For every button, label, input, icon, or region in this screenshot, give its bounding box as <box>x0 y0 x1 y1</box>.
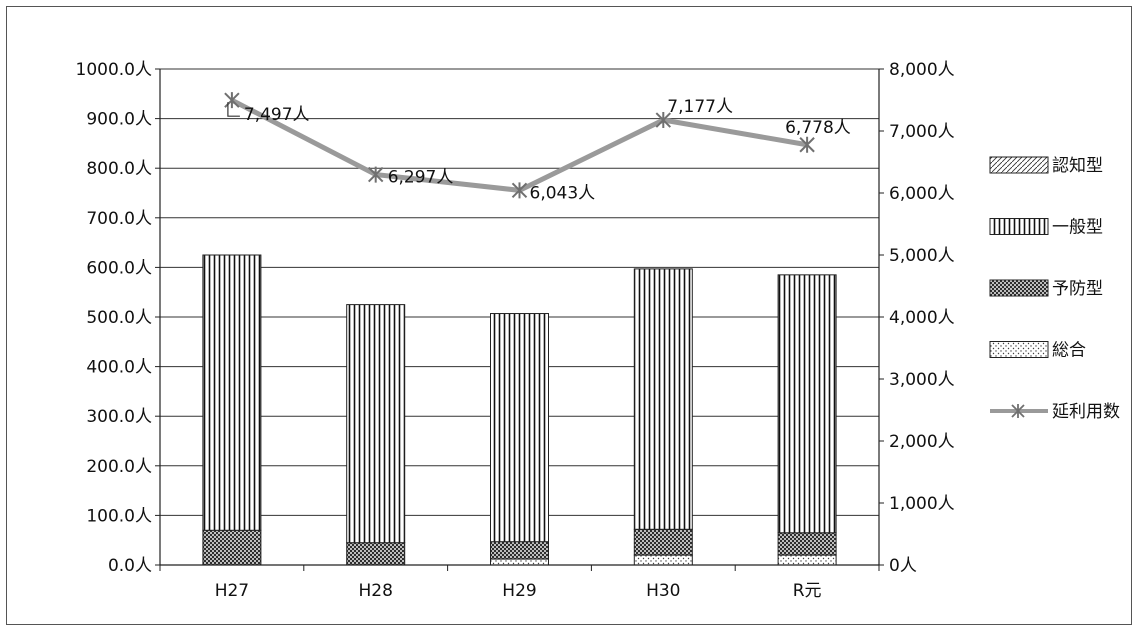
data-label: 6,043人 <box>530 183 596 203</box>
legend-swatch <box>989 218 1049 235</box>
leader-line <box>227 102 240 117</box>
right-tick-label: 3,000人 <box>889 370 955 390</box>
bar-segment-予防型 <box>346 542 406 566</box>
left-tick-label: 800.0人 <box>86 159 152 179</box>
line-point <box>224 92 240 109</box>
right-tick-label: 8,000人 <box>889 60 955 80</box>
left-tick-label: 700.0人 <box>86 209 152 229</box>
left-tick-label: 600.0人 <box>86 258 152 278</box>
x-category-label: R元 <box>793 581 822 601</box>
x-category-label: H27 <box>215 581 249 601</box>
legend-swatch <box>989 156 1049 174</box>
bar-segment-総合 <box>777 554 837 566</box>
line-point <box>655 112 672 129</box>
right-tick-label: 2,000人 <box>889 432 955 452</box>
bar-segment-予防型 <box>202 529 262 566</box>
bar-segment-一般型 <box>777 274 837 534</box>
x-category-label: H28 <box>358 581 392 601</box>
legend-label: 一般型 <box>1052 218 1103 238</box>
line-series <box>224 92 815 199</box>
left-tick-label: 200.0人 <box>86 457 152 477</box>
line-point <box>799 136 815 153</box>
left-tick-label: 900.0人 <box>86 110 152 130</box>
data-label: 7,177人 <box>667 97 733 117</box>
bar-segment-一般型 <box>633 268 693 530</box>
legend-label: 延利用数 <box>1052 402 1120 422</box>
left-tick-label: 500.0人 <box>86 308 152 328</box>
labels: 0.0人 100.0人 200.0人 300.0人 400.0人 500.0人 600.0人… <box>76 60 955 601</box>
x-category-label: H30 <box>646 581 680 601</box>
data-label: 6,778人 <box>785 118 851 138</box>
left-tick-label: 300.0人 <box>86 407 152 427</box>
line-point <box>367 166 384 183</box>
legend-label: 認知型 <box>1052 156 1103 176</box>
bar-segment-予防型 <box>490 541 549 560</box>
bar-segment-一般型 <box>490 313 549 543</box>
line-point <box>511 182 528 199</box>
bar-segment-一般型 <box>202 254 262 531</box>
bar-segment-予防型 <box>777 532 837 556</box>
left-tick-label: 0.0人 <box>108 556 152 576</box>
chart-frame: 0.0人 100.0人 200.0人 300.0人 400.0人 500.0人 600.0人… <box>6 6 1132 625</box>
bar-segment-総合 <box>633 554 693 566</box>
left-tick-label: 1000.0人 <box>76 60 152 80</box>
data-label: 7,497人 <box>244 105 310 125</box>
bars <box>202 254 837 566</box>
bar-segment-総合 <box>490 558 549 566</box>
right-tick-label: 4,000人 <box>889 308 955 328</box>
bar-segment-一般型 <box>346 304 406 544</box>
left-tick-label: 100.0人 <box>86 506 152 526</box>
right-tick-label: 6,000人 <box>889 184 955 204</box>
data-label: 6,297人 <box>388 168 454 188</box>
legend-label: 予防型 <box>1052 279 1103 299</box>
right-tick-label: 7,000人 <box>889 122 955 142</box>
axes <box>155 68 884 571</box>
right-tick-label: 5,000人 <box>889 246 955 266</box>
legend-swatch <box>989 279 1049 297</box>
x-category-label: H29 <box>502 581 536 601</box>
legend-label: 総合 <box>1052 341 1086 361</box>
chart: 0.0人 100.0人 200.0人 300.0人 400.0人 500.0人 600.0人… <box>76 60 1120 601</box>
left-tick-label: 400.0人 <box>86 358 152 378</box>
right-tick-label: 0人 <box>889 556 917 576</box>
bar-segment-予防型 <box>633 528 693 556</box>
legend-swatch <box>989 341 1049 358</box>
legend-marker-icon <box>1011 404 1025 418</box>
right-tick-label: 1,000人 <box>889 494 955 514</box>
